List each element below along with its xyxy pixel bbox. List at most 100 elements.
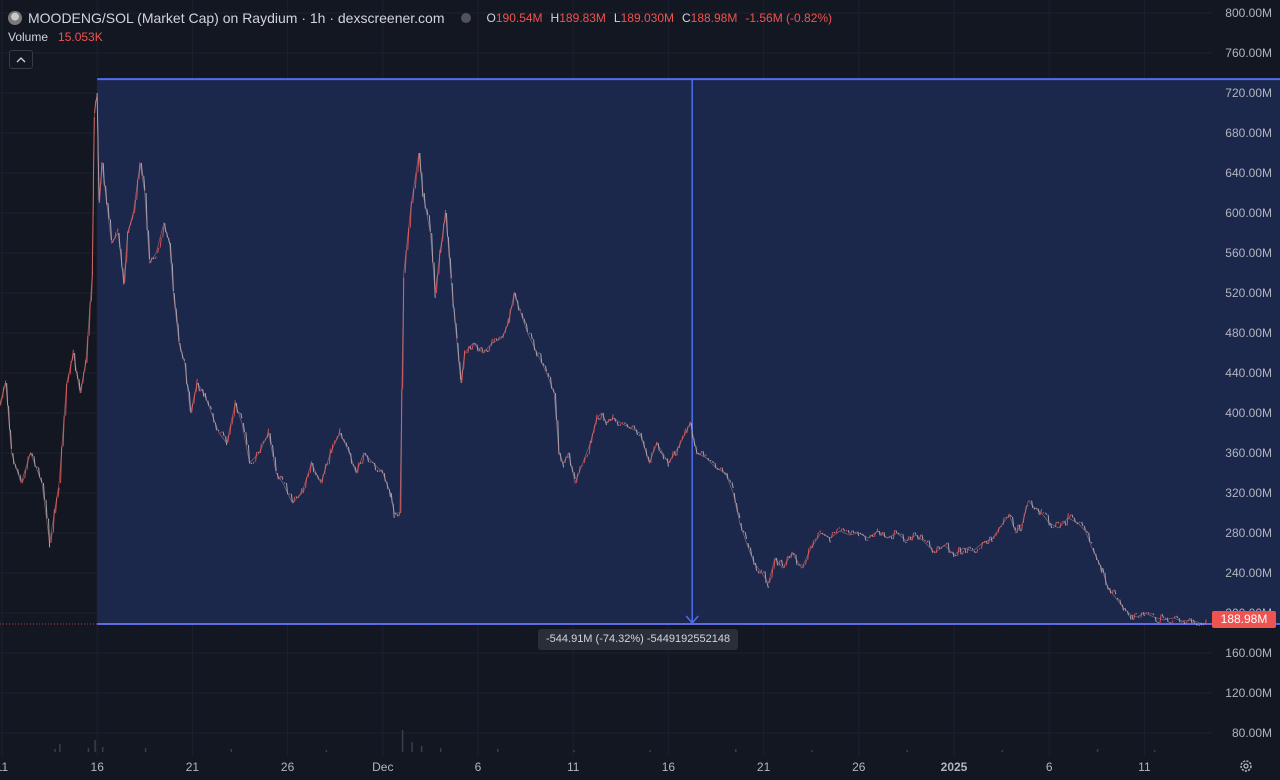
price-series-segment (1078, 521, 1081, 524)
y-axis-tick-label: 720.00M (1225, 86, 1272, 100)
price-series-segment (295, 496, 298, 499)
y-axis-tick-label: 600.00M (1225, 206, 1272, 220)
price-change: -1.56M (-0.82%) (745, 11, 833, 25)
price-series-segment (490, 338, 493, 347)
price-series-segment (744, 532, 747, 539)
volume-bar (439, 748, 442, 752)
price-series-segment (793, 552, 795, 556)
price-series-segment (455, 323, 458, 339)
price-series-segment (1129, 615, 1132, 620)
price-series-segment (396, 514, 399, 517)
gear-icon[interactable] (1238, 758, 1254, 774)
price-series-segment (1081, 521, 1084, 527)
price-series-segment (914, 532, 917, 535)
volume-bar (54, 749, 56, 752)
price-series-segment (50, 532, 53, 544)
price-series-segment (314, 472, 317, 476)
price-series-segment (659, 451, 662, 454)
price-series-segment (926, 540, 929, 544)
price-series-segment (760, 569, 763, 574)
price-series-segment (835, 528, 838, 534)
price-series-segment (31, 452, 34, 457)
price-series-segment (530, 333, 533, 340)
price-series-segment (633, 425, 636, 430)
price-series-segment (471, 343, 474, 350)
volume-bar (230, 749, 232, 752)
volume-bar (420, 746, 423, 752)
y-axis-tick-label: 640.00M (1225, 166, 1272, 180)
price-series-segment (140, 162, 143, 176)
price-series-segment (938, 546, 941, 550)
price-series-segment (1052, 526, 1055, 529)
measure-area (97, 79, 1280, 625)
price-series-segment (412, 188, 415, 204)
price-series-segment (755, 562, 758, 572)
price-series-segment (783, 565, 786, 569)
price-series-segment (704, 454, 707, 457)
volume-bar (811, 750, 813, 752)
price-series-segment (116, 228, 119, 233)
price-series-segment (775, 557, 779, 566)
x-axis-tick-label: 21 (757, 760, 771, 774)
price-series-segment (719, 467, 722, 471)
x-axis-tick-label: 16 (662, 760, 676, 774)
price-series-segment (1169, 621, 1171, 624)
x-axis-tick-label: 2025 (941, 760, 968, 774)
price-series-segment (1171, 620, 1174, 624)
price-series-segment (573, 472, 576, 479)
y-axis-tick-label: 680.00M (1225, 126, 1272, 140)
ohlc-value: 188.98M (690, 11, 738, 25)
price-series-segment (845, 529, 848, 532)
price-series-segment (1047, 514, 1050, 526)
price-series-segment (250, 462, 253, 465)
price-series-segment (1057, 521, 1060, 524)
price-series-segment (542, 363, 545, 366)
volume-legend: Volume 15.053K (8, 30, 103, 44)
volume-bar (401, 730, 404, 752)
price-series-segment (773, 558, 776, 569)
volume-bar (573, 750, 575, 752)
price-series-segment (169, 242, 172, 264)
y-axis-tick-label: 760.00M (1225, 46, 1272, 60)
price-series-segment (1161, 614, 1164, 619)
price-series-segment (662, 453, 665, 460)
price-series-segment (162, 226, 165, 238)
y-axis-tick-label: 280.00M (1225, 526, 1272, 540)
price-series-segment (954, 554, 957, 557)
y-axis-tick-label: 80.00M (1232, 726, 1272, 740)
price-series-segment (333, 439, 336, 444)
price-series-segment (175, 308, 178, 324)
y-axis-tick-label: 400.00M (1225, 406, 1272, 420)
price-series-segment (619, 423, 622, 427)
collapse-legend-button[interactable] (9, 50, 33, 69)
price-series-segment (240, 412, 243, 419)
price-series-segment (729, 479, 732, 483)
price-series-segment (274, 456, 277, 471)
price-series-segment (495, 338, 498, 341)
price-series-line (0, 92, 1207, 625)
price-series-segment (631, 425, 634, 429)
price-series-segment (1020, 524, 1024, 532)
price-series-segment (1195, 623, 1198, 626)
price-series-segment (124, 262, 127, 284)
price-series-segment (811, 540, 815, 549)
price-series-segment (1190, 618, 1193, 624)
price-series-segment (597, 417, 600, 420)
price-series-segment (36, 466, 38, 468)
price-series-segment (947, 542, 950, 553)
price-series-segment (1116, 597, 1119, 600)
x-axis-tick-label: 21 (186, 760, 200, 774)
price-series-segment (1045, 512, 1048, 516)
price-series-segment (474, 342, 477, 345)
volume-bar (411, 742, 413, 752)
price-series-segment (1147, 612, 1150, 615)
price-series-segment (362, 454, 365, 464)
x-axis-tick-label: 6 (1046, 760, 1053, 774)
price-series-segment (1086, 530, 1089, 533)
price-series-segment (647, 456, 650, 462)
x-axis-tick-label: 11 (0, 760, 9, 774)
price-series-segment (814, 538, 817, 541)
price-series-segment (245, 432, 248, 445)
price-series-segment (833, 531, 836, 534)
